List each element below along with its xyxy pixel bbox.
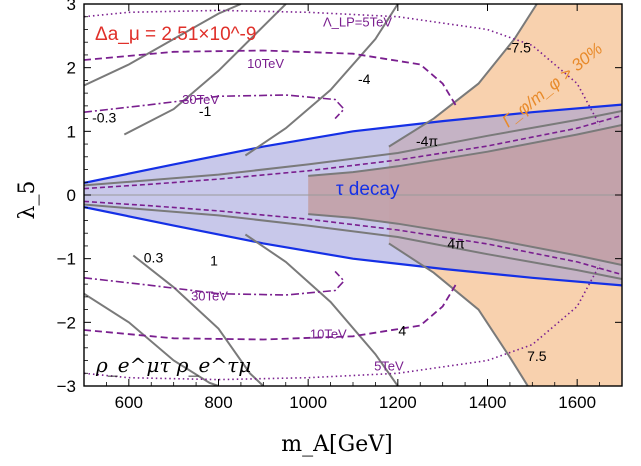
- x-tick-label: 800: [204, 393, 232, 412]
- contour-label-10: Λ_LP=5TeV: [323, 15, 392, 30]
- lp-30tev-lower: [84, 270, 346, 296]
- x-tick-label: 1600: [558, 393, 596, 412]
- contour-minus-7.5: [388, 4, 538, 148]
- contour-minus-0.3: [84, 4, 242, 87]
- contour-label-9: 4π: [447, 235, 465, 251]
- lp-30tev-upper: [84, 94, 346, 120]
- x-ticks: 600 800 1000 1200 1400 1600: [83, 4, 623, 412]
- lp-10tev-upper: [84, 49, 457, 107]
- tau-decay-label: τ decay: [336, 179, 400, 200]
- contour-label-6: 1: [210, 253, 218, 269]
- contour-minus-4: [244, 4, 399, 157]
- x-axis-title: m_A[GeV]: [281, 432, 392, 457]
- y-tick-label: 3: [67, 0, 76, 14]
- tau-edge-upper: [84, 103, 622, 184]
- contour-label-3: -7.5: [507, 39, 531, 55]
- contour-minus-1: [123, 4, 287, 136]
- contour-labels: -0.3 -1 -4 -7.5 -4π 0.3 1 4 7.5 4π Λ_LP=5TeV 10TeV 3…: [92, 15, 547, 374]
- x-tick-label: 1200: [379, 393, 417, 412]
- tau-inner-upper: [84, 110, 622, 187]
- contour-label-12: 30TeV: [182, 92, 219, 107]
- contour-4pi: [308, 213, 622, 266]
- delta-a-label: Δa_μ = 2.51×10^-9: [95, 24, 256, 45]
- contour-0.3: [84, 292, 219, 386]
- contour-7.5: [388, 242, 529, 386]
- y-axis-title: λ_5: [15, 181, 40, 220]
- y-ticks: −3 −2 −1 0 1 2 3: [57, 0, 622, 396]
- plot-regions: [84, 4, 622, 386]
- x-tick-label: 1000: [289, 393, 327, 412]
- x-tick-label: 1400: [469, 393, 507, 412]
- contour-minus-4pi: [308, 124, 622, 177]
- lp-10tev-lower: [84, 283, 457, 341]
- lp-inner-dashed-lower: [84, 200, 622, 276]
- contour-1: [132, 254, 264, 386]
- lp-inner-dashed-upper: [84, 114, 622, 190]
- contour-label-0: -0.3: [92, 109, 116, 125]
- y-tick-label: 2: [67, 59, 76, 78]
- contour-4: [244, 233, 399, 386]
- contour-label-2: -4: [358, 71, 371, 87]
- y-tick-label: −2: [57, 313, 76, 332]
- tau-inner-lower: [84, 203, 622, 280]
- contour-label-15: 5TeV: [374, 358, 404, 373]
- contour-label-14: 10TeV: [310, 327, 347, 342]
- contour-label-13: 30TeV: [191, 288, 228, 303]
- contour-label-5: 0.3: [144, 249, 164, 265]
- contour-label-8: 7.5: [527, 348, 547, 364]
- x-tick-label: 600: [115, 393, 143, 412]
- y-tick-label: 0: [67, 186, 76, 205]
- y-tick-label: −1: [57, 250, 76, 269]
- contour-label-7: 4: [398, 323, 406, 339]
- y-tick-label: 1: [67, 122, 76, 141]
- contour-label-1: -1: [199, 103, 212, 119]
- tau-edge-lower: [84, 206, 622, 287]
- contour-label-11: 10TeV: [247, 56, 284, 71]
- lp-5tev-upper: [84, 9, 601, 126]
- contour-label-4: -4π: [416, 133, 438, 149]
- lp-5tev-lower: [84, 264, 601, 381]
- couplings-label: ρ_e^μτ ρ_e^τμ: [95, 353, 251, 377]
- y-tick-label: −3: [57, 377, 76, 396]
- contour-lines: [84, 4, 622, 386]
